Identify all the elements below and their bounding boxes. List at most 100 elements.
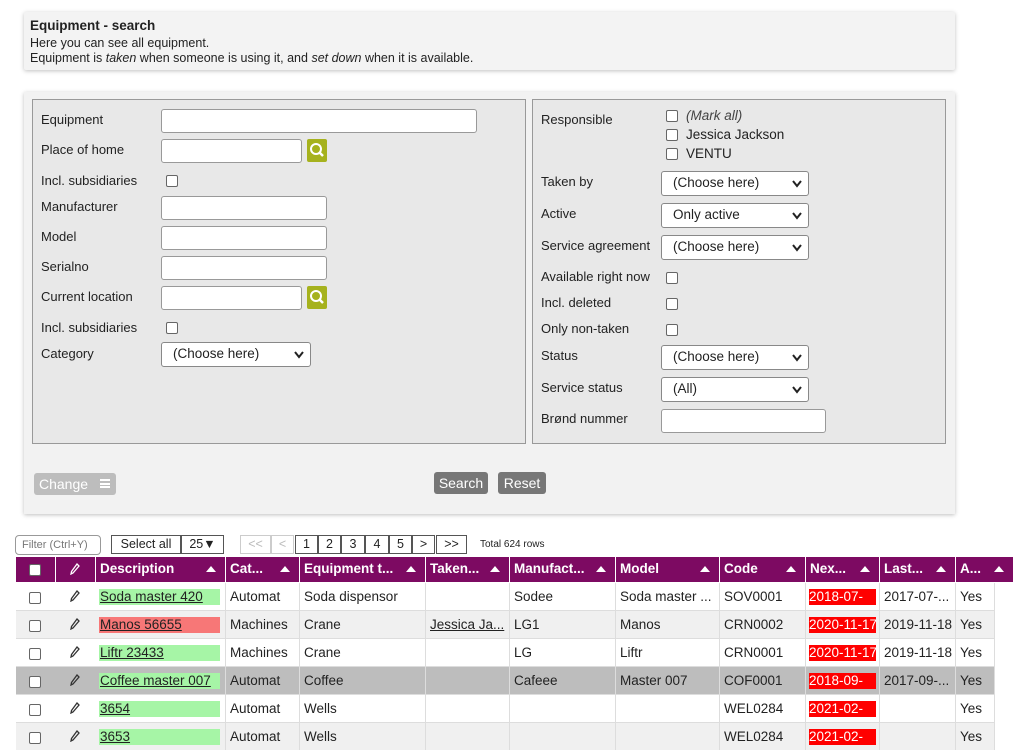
text-input[interactable] (161, 226, 327, 250)
page-button: < (271, 535, 294, 554)
select[interactable]: Only active (661, 203, 809, 228)
checkbox[interactable] (166, 175, 178, 187)
column-header[interactable]: Taken... (426, 557, 510, 582)
checkbox[interactable] (666, 110, 678, 122)
page-button[interactable]: 1 (295, 535, 318, 554)
table-cell: WEL0284 (720, 695, 806, 723)
page-button[interactable]: >> (436, 535, 467, 554)
checkbox[interactable] (666, 148, 678, 160)
edit-icon[interactable] (70, 590, 80, 602)
description-link[interactable]: Liftr 23433 (99, 645, 220, 661)
lookup-button[interactable] (307, 139, 327, 162)
edit-icon[interactable] (70, 618, 80, 630)
field-label: Available right now (541, 269, 650, 284)
column-header[interactable]: Code (720, 557, 806, 582)
page-button[interactable]: 4 (365, 535, 389, 554)
text-input[interactable] (161, 139, 302, 163)
field-label: Status (541, 348, 578, 363)
table-cell: COF0001 (720, 667, 806, 695)
select[interactable]: (Choose here) (661, 235, 809, 260)
select[interactable]: (Choose here) (661, 345, 809, 370)
column-header[interactable]: Description (96, 557, 226, 582)
select[interactable]: (All) (661, 377, 809, 402)
sort-arrow (936, 566, 946, 572)
checkbox[interactable] (666, 324, 678, 336)
description-link[interactable]: Manos 56655 (99, 617, 220, 633)
select-all-button[interactable]: Select all (111, 535, 181, 554)
row-checkbox[interactable] (29, 592, 41, 604)
column-title: A... (960, 561, 982, 576)
cell-text: Yes (960, 673, 983, 688)
due-date: 2020-11-17 (809, 617, 876, 633)
table-cell (510, 723, 616, 750)
due-date: 2018-09- (809, 673, 876, 689)
column-header[interactable]: Equipment t... (300, 557, 426, 582)
row-checkbox[interactable] (29, 676, 41, 688)
edit-icon[interactable] (70, 730, 80, 742)
table-cell: Sodee (510, 583, 616, 611)
checkbox[interactable] (666, 129, 678, 141)
text-input[interactable] (661, 409, 826, 433)
table-cell: SOV0001 (720, 583, 806, 611)
column-header[interactable]: Nex... (806, 557, 880, 582)
select-value: (All) (673, 381, 697, 396)
page-button[interactable]: 5 (389, 535, 412, 554)
page-button[interactable]: 2 (318, 535, 341, 554)
select[interactable]: (Choose here) (161, 342, 311, 367)
cell-text: 2017-09-... (884, 673, 950, 688)
chevron (294, 351, 304, 359)
search-button[interactable]: Search (434, 472, 488, 494)
chevron (792, 386, 802, 394)
text-input[interactable] (161, 286, 302, 310)
text-input[interactable] (161, 109, 477, 133)
page-size-button[interactable]: 25▼ (181, 535, 224, 554)
page-button[interactable]: 3 (341, 535, 365, 554)
taken-by-link[interactable]: Jessica Ja... (430, 617, 505, 632)
description-link[interactable]: Coffee master 007 (99, 673, 220, 689)
checkbox[interactable] (666, 272, 678, 284)
text-input[interactable] (161, 196, 327, 220)
column-header[interactable]: A... (956, 557, 1014, 582)
cell-text: Coffee (304, 673, 344, 688)
row-checkbox[interactable] (29, 732, 41, 744)
table-cell: Liftr (616, 639, 720, 667)
edit-icon[interactable] (70, 646, 80, 658)
table-cell: LG1 (510, 611, 616, 639)
cell-text: 2017-07-... (884, 589, 950, 604)
due-date: 2018-07- (809, 589, 876, 605)
cell-text: Automat (230, 589, 281, 604)
page-button[interactable]: > (412, 535, 435, 554)
chevron (792, 180, 802, 188)
description-link[interactable]: 3653 (99, 729, 220, 745)
text-input[interactable] (161, 256, 327, 280)
change-button[interactable]: Change (34, 473, 116, 495)
column-header[interactable]: Manufact... (510, 557, 616, 582)
row-checkbox[interactable] (29, 620, 41, 632)
cell-text: Manos (620, 617, 661, 632)
table-cell: Automat (226, 583, 300, 611)
column-title: Taken... (430, 561, 480, 576)
row-checkbox[interactable] (29, 648, 41, 660)
select-value: Only active (673, 207, 740, 222)
description-link[interactable]: Soda master 420 (99, 589, 220, 605)
column-header[interactable]: Model (616, 557, 720, 582)
edit-icon[interactable] (70, 674, 80, 686)
reset-button[interactable]: Reset (498, 472, 546, 494)
column-header[interactable]: Last... (880, 557, 956, 582)
column-header[interactable]: Cat... (226, 557, 300, 582)
filter-input[interactable]: Filter (Ctrl+Y) (15, 535, 101, 555)
edit-icon[interactable] (70, 563, 80, 575)
table-cell: Yes (956, 723, 995, 750)
description-link[interactable]: 3654 (99, 701, 220, 717)
checkbox[interactable] (666, 298, 678, 310)
header-checkbox[interactable] (29, 564, 41, 576)
select-value: (Choose here) (673, 349, 760, 364)
table-cell: Automat (226, 695, 300, 723)
row-checkbox[interactable] (29, 704, 41, 716)
checkbox[interactable] (166, 322, 178, 334)
lookup-button[interactable] (307, 286, 327, 309)
table-cell (426, 695, 510, 723)
edit-icon[interactable] (70, 702, 80, 714)
select[interactable]: (Choose here) (661, 171, 809, 196)
column-title: Nex... (810, 561, 847, 576)
